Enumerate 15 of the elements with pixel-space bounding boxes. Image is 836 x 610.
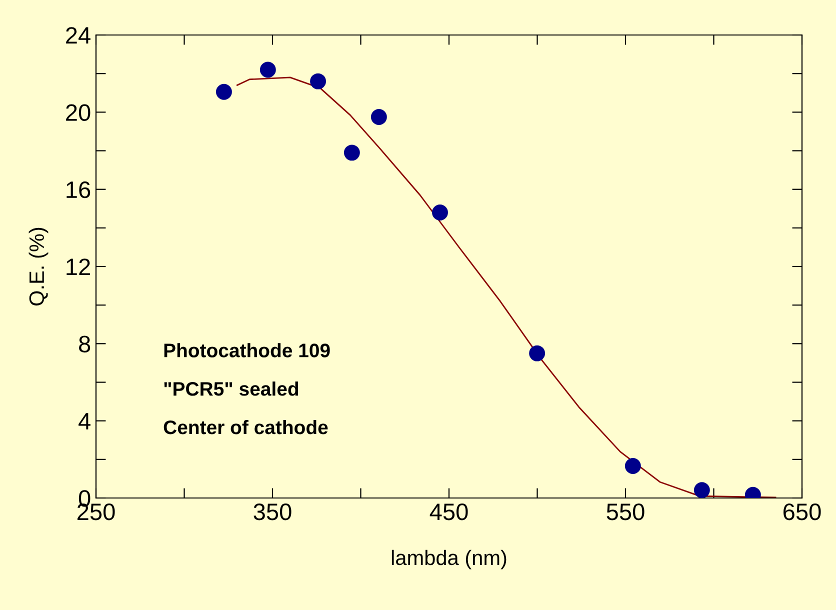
y-axis-title: Q.E. (%) <box>28 228 48 306</box>
x-tick-label: 350 <box>254 503 292 520</box>
x-tick-label: 650 <box>784 503 821 520</box>
annotation: Photocathode 109 <box>164 343 330 358</box>
y-tick-label: 16 <box>66 181 90 198</box>
annotation: "PCR5" sealed <box>164 382 298 396</box>
x-tick-label: 450 <box>430 503 468 520</box>
x-axis-title: lambda (nm) <box>392 550 506 570</box>
y-tick-label: 12 <box>66 258 90 276</box>
y-tick-label: 20 <box>66 104 90 121</box>
y-tick-label: 24 <box>66 27 90 44</box>
y-tick-label: 4 <box>78 413 90 430</box>
x-tick-label: 550 <box>606 503 644 520</box>
annotation: Center of cathode <box>164 420 328 434</box>
y-tick-label: 8 <box>79 336 90 352</box>
